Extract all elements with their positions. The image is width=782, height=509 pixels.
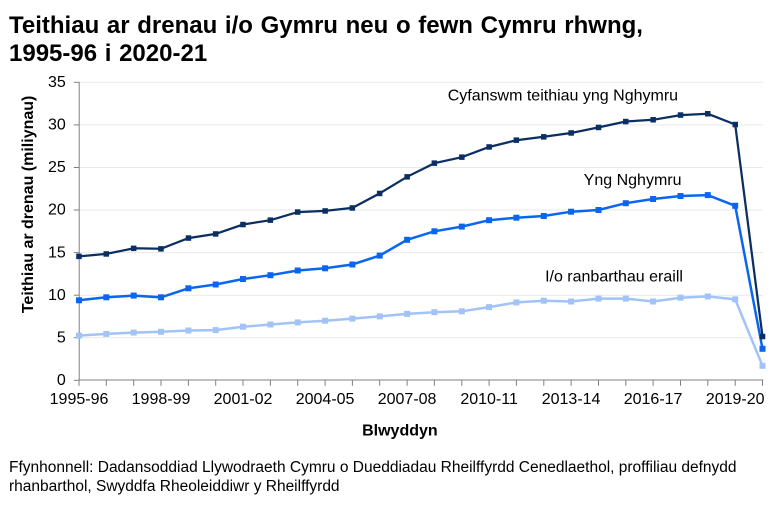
svg-text:5: 5	[57, 329, 66, 346]
svg-text:2013-14: 2013-14	[542, 391, 601, 408]
svg-text:20: 20	[48, 202, 66, 219]
svg-text:2007-08: 2007-08	[378, 391, 437, 408]
svg-text:Blwyddyn: Blwyddyn	[362, 423, 438, 440]
svg-text:2001-02: 2001-02	[214, 391, 273, 408]
svg-text:2019-20: 2019-20	[706, 391, 765, 408]
svg-text:2010-11: 2010-11	[460, 391, 518, 408]
svg-text:35: 35	[48, 74, 66, 91]
svg-text:1995-96: 1995-96	[50, 391, 109, 408]
svg-text:Cyfanswm teithiau yng Nghymru: Cyfanswm teithiau yng Nghymru	[448, 88, 678, 105]
svg-text:Teithiau ar drenau (miliynau): Teithiau ar drenau (miliynau)	[20, 96, 37, 314]
svg-text:2004-05: 2004-05	[296, 391, 355, 408]
svg-text:Yng Nghymru: Yng Nghymru	[584, 172, 682, 189]
svg-text:30: 30	[48, 117, 66, 134]
svg-text:0: 0	[57, 372, 66, 389]
svg-text:10: 10	[48, 287, 66, 304]
svg-text:15: 15	[48, 244, 66, 261]
svg-text:2016-17: 2016-17	[624, 391, 683, 408]
svg-text:I/o ranbarthau eraill: I/o ranbarthau eraill	[545, 269, 683, 286]
svg-text:1998-99: 1998-99	[132, 391, 191, 408]
svg-text:25: 25	[48, 159, 66, 176]
